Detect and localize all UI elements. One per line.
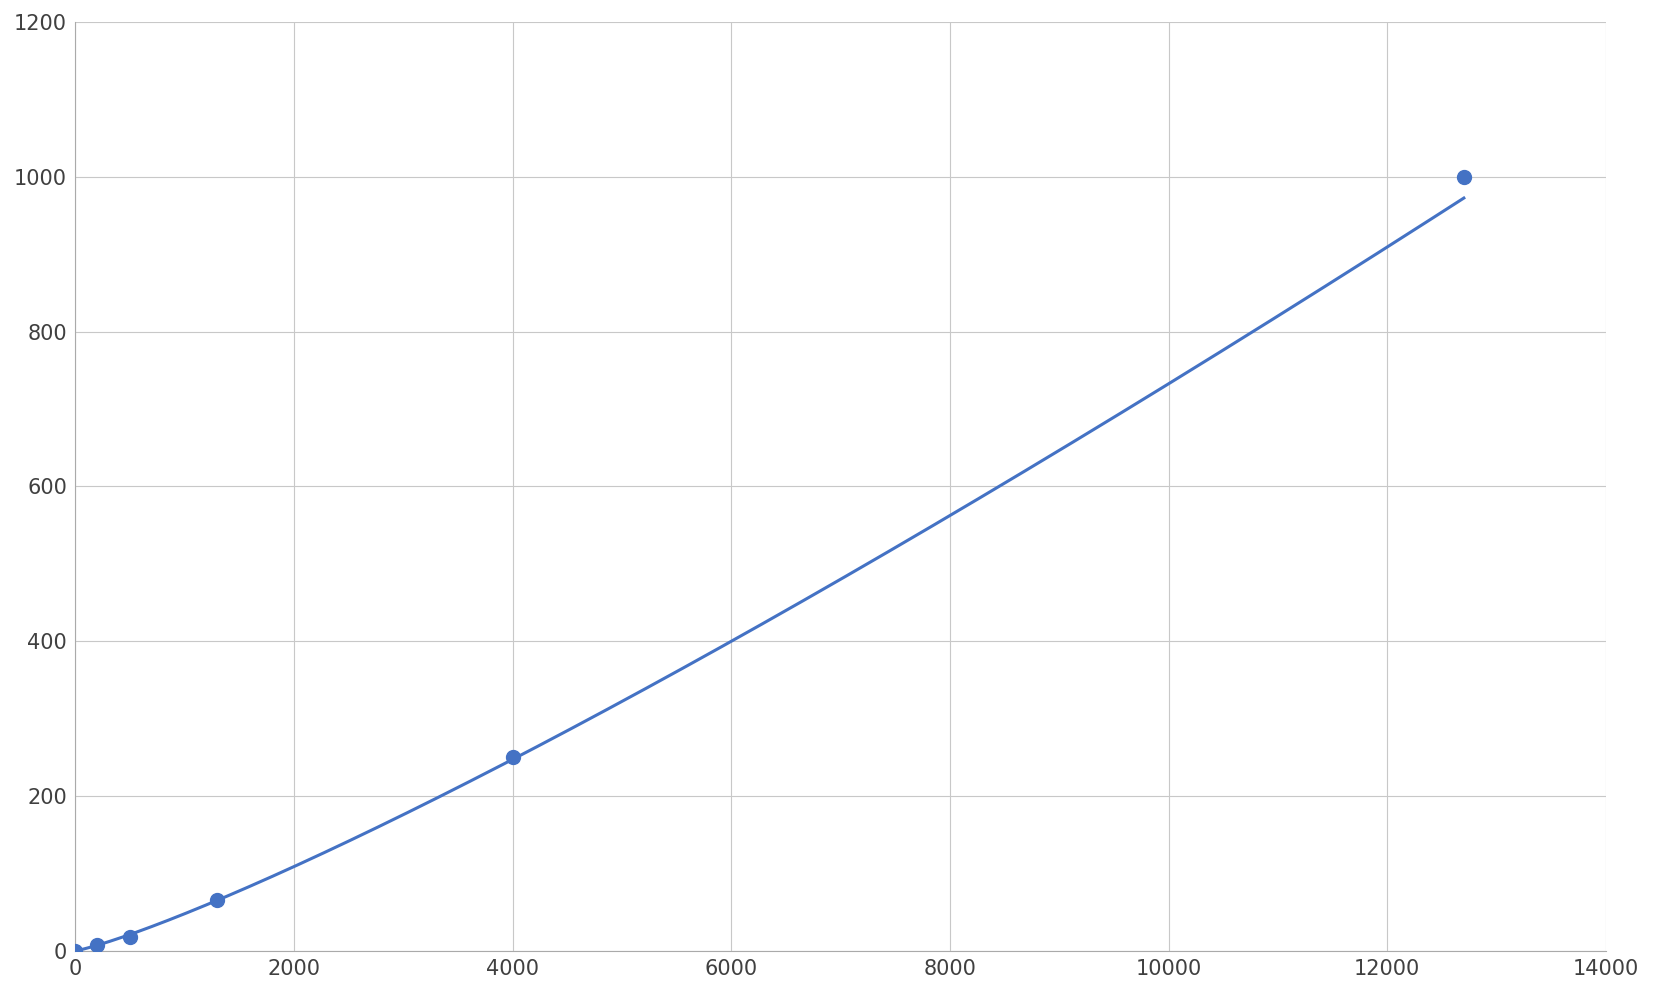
Point [499,750,526,766]
Point [1451,169,1478,185]
Point [84,936,111,952]
Point [63,942,89,958]
Point [203,893,230,909]
Point [117,928,144,944]
